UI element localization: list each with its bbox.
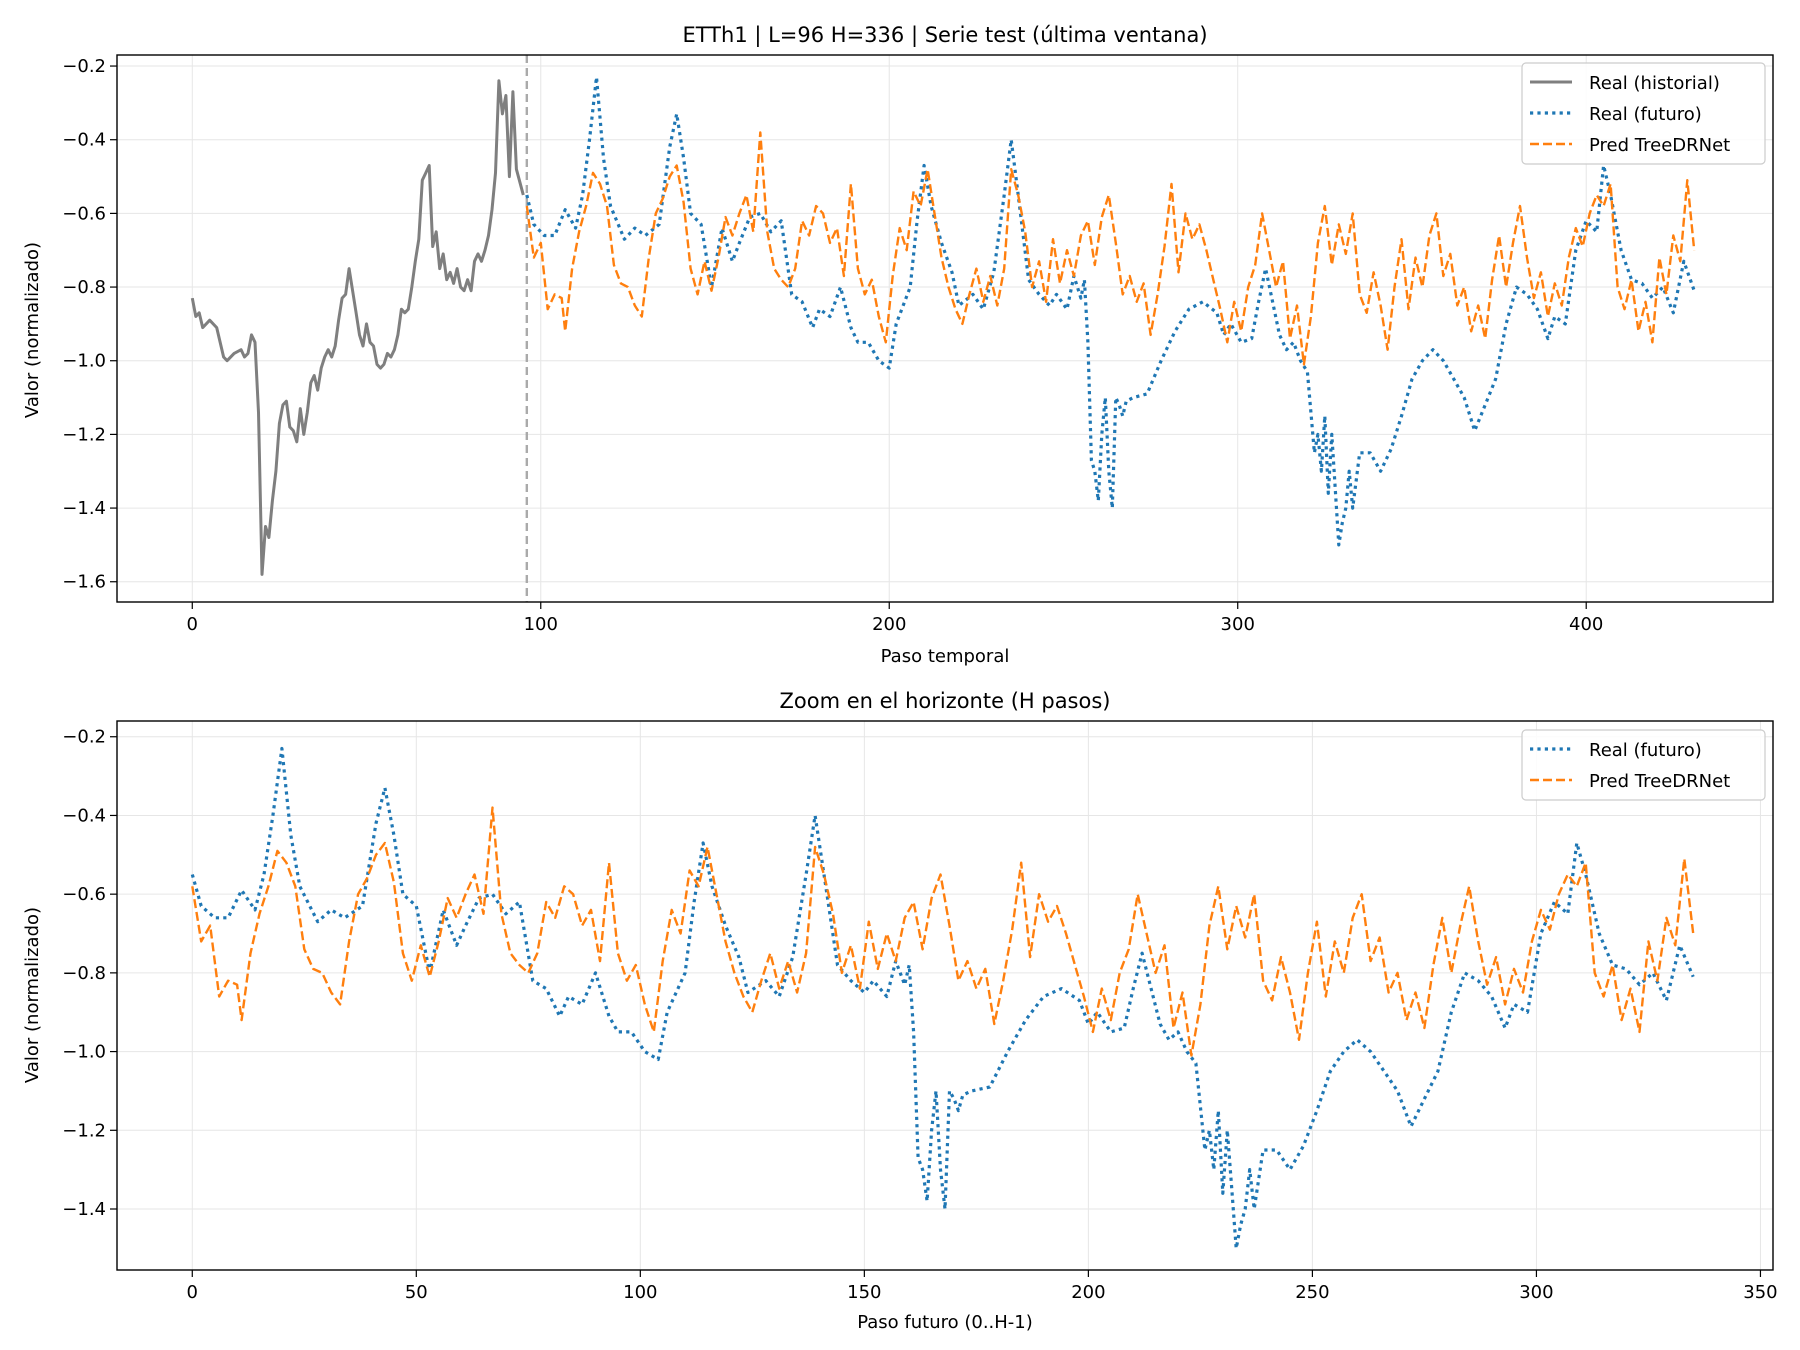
top-series-line-dotted [525, 75, 1696, 547]
bottom-x-tick-label: 50 [405, 1282, 428, 1303]
bottom-y-tick-label: −0.8 [62, 963, 106, 984]
top-y-tick-label: −1.0 [62, 351, 106, 372]
bottom-grid [117, 721, 1773, 1270]
legend-label-pred-zoom: Pred TreeDRNet [1589, 771, 1730, 792]
top-x-tick-label: 200 [872, 614, 906, 635]
bottom-series-line-dashed [191, 806, 1695, 1057]
top-chart-title: ETTh1 | L=96 H=336 | Serie test (última … [682, 23, 1207, 48]
bottom-x-tick-label: 150 [847, 1282, 881, 1303]
legend-label-futuro-zoom: Real (futuro) [1589, 740, 1702, 761]
top-y-tick-label: −0.2 [62, 56, 106, 77]
top-y-tick-label: −0.4 [62, 130, 106, 151]
legend-label-pred: Pred TreeDRNet [1589, 135, 1730, 156]
top-y-axis-label: Valor (normalizado) [22, 242, 43, 418]
top-y-tick-label: −1.6 [62, 572, 106, 593]
bottom-legend-box [1521, 729, 1766, 801]
bottom-chart-title: Zoom en el horizonte (H pasos) [780, 689, 1111, 713]
top-plot-frame [116, 54, 1774, 603]
bottom-y-tick-label: −0.4 [62, 805, 106, 826]
bottom-x-tick-label: 300 [1519, 1282, 1553, 1303]
top-y-tick-label: −0.6 [62, 203, 106, 224]
bottom-plot-frame [116, 720, 1774, 1271]
top-y-tick-label: −1.4 [62, 498, 106, 519]
top-series-line-solid [190, 79, 525, 576]
bottom-series [190, 746, 1695, 1250]
top-plot: 0 100 200 300 400 −1.6 −1.4 −1.2 −1.0 −0.8 −0.6 −0.… [22, 23, 1774, 667]
bottom-x-tick-label: 0 [187, 1282, 198, 1303]
top-x-tick-label: 100 [524, 614, 558, 635]
bottom-x-tick-label: 250 [1295, 1282, 1329, 1303]
bottom-y-tick-label: −1.2 [62, 1120, 106, 1141]
bottom-y-tick-label: −0.2 [62, 727, 106, 748]
top-legend-box [1521, 62, 1766, 165]
bottom-legend: Real (futuro) Pred TreeDRNet [1521, 729, 1766, 801]
top-x-tick-label: 400 [1569, 614, 1603, 635]
bottom-y-tick-label: −1.0 [62, 1042, 106, 1063]
bottom-y-tick-label: −1.4 [62, 1199, 106, 1220]
top-x-tick-label: 0 [187, 614, 198, 635]
top-x-axis-label: Paso temporal [881, 646, 1010, 667]
bottom-x-tick-label: 100 [623, 1282, 657, 1303]
bottom-x-axis-label: Paso futuro (0..H-1) [857, 1312, 1033, 1333]
bottom-y-tick-label: −0.6 [62, 884, 106, 905]
bottom-x-tick-label: 350 [1743, 1282, 1777, 1303]
legend-label-futuro: Real (futuro) [1589, 104, 1702, 125]
bottom-plot: 0 50 100 150 200 250 300 350 −1.4 −1.2 −1.0 −0.8 −0.… [22, 689, 1778, 1333]
top-grid [117, 55, 1773, 602]
top-legend: Real (historial) Real (futuro) Pred Tree… [1521, 62, 1766, 165]
top-x-tick-label: 300 [1221, 614, 1255, 635]
bottom-x-tick-label: 200 [1071, 1282, 1105, 1303]
top-ticks: 0 100 200 300 400 −1.6 −1.4 −1.2 −1.0 −0.8 −0.6 −0.… [62, 56, 1603, 635]
bottom-y-axis-label: Valor (normalizado) [22, 907, 43, 1083]
top-y-tick-label: −1.2 [62, 424, 106, 445]
top-y-tick-label: −0.8 [62, 277, 106, 298]
bottom-ticks: 0 50 100 150 200 250 300 350 −1.4 −1.2 −1.0 −0.8 −0.… [62, 727, 1777, 1303]
top-series [190, 55, 1696, 602]
legend-label-historial: Real (historial) [1589, 73, 1720, 94]
